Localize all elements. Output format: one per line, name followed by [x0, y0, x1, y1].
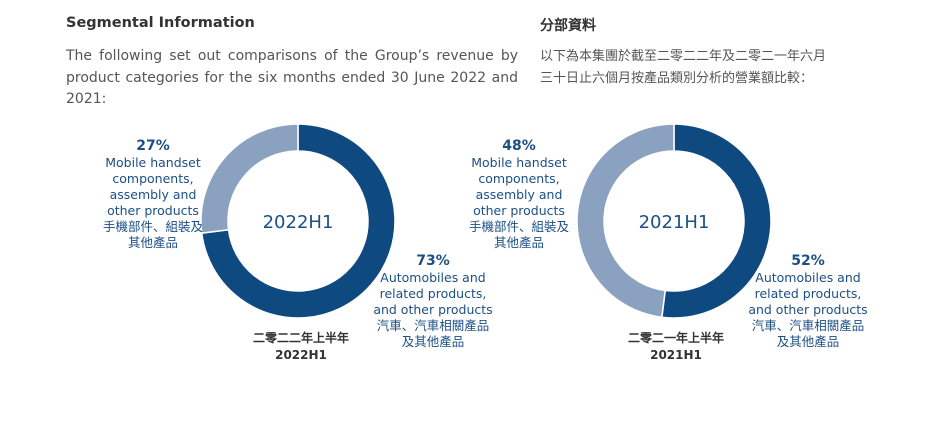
- period-zh: 二零二二年上半年: [252, 331, 349, 345]
- label-line: Automobiles and: [755, 270, 861, 285]
- label-line: components,: [478, 171, 560, 186]
- label-line: 其他產品: [493, 235, 544, 250]
- section-heading-en: Segmental Information: [66, 15, 255, 31]
- label-line: other products: [473, 203, 565, 218]
- donut-chart-2022h1: 2022H1: [200, 123, 396, 319]
- period-en: 2022H1: [275, 347, 327, 362]
- period-label-2022h1: 二零二二年上半年 2022H1: [236, 330, 366, 363]
- donut-center-title: 2022H1: [263, 212, 334, 233]
- donut-chart-2021h1: 2021H1: [576, 123, 772, 319]
- period-label-2021h1: 二零二一年上半年 2021H1: [611, 330, 741, 363]
- donut-slice-mobile-handset: [200, 123, 299, 234]
- label-line: 手機部件、組裝及: [102, 219, 203, 234]
- label-line: assembly and: [109, 187, 197, 202]
- label-line: other products: [107, 203, 199, 218]
- label-line: assembly and: [475, 187, 563, 202]
- label-auto-2021h1: 52% Automobiles and related products, an…: [741, 252, 875, 350]
- label-line: related products,: [754, 286, 862, 301]
- pct-auto-2022h1: 73%: [416, 253, 450, 269]
- label-line: components,: [112, 171, 194, 186]
- label-line: 手機部件、組裝及: [468, 219, 569, 234]
- label-line: related products,: [379, 286, 487, 301]
- intro-line-zh: 以下為本集團於截至二零二二年及二零二一年六月: [540, 49, 827, 64]
- donut-center-title: 2021H1: [639, 212, 710, 233]
- intro-line-zh: 三十日止六個月按產品類別分析的營業額比較：: [540, 70, 814, 86]
- donut-slice-automobiles: [661, 123, 772, 319]
- label-mobile-2022h1: 27% Mobile handset components, assembly …: [86, 137, 220, 251]
- label-line: Mobile handset: [471, 155, 567, 170]
- intro-paragraph-en: The following set out comparisons of the…: [66, 48, 518, 107]
- intro-paragraph-zh: 以下為本集團於截至二零二二年及二零二一年六月 三十日止六個月按產品類別分析的營業…: [540, 46, 880, 89]
- label-line: 汽車、汽車相關產品: [751, 318, 865, 333]
- period-en: 2021H1: [650, 347, 702, 362]
- label-mobile-2021h1: 48% Mobile handset components, assembly …: [452, 137, 586, 251]
- label-auto-2022h1: 73% Automobiles and related products, an…: [366, 252, 500, 350]
- label-line: 及其他產品: [776, 334, 840, 349]
- pct-auto-2021h1: 52%: [791, 253, 825, 269]
- donut-slice-automobiles: [200, 123, 396, 319]
- label-line: Automobiles and: [380, 270, 486, 285]
- label-line: 其他產品: [127, 235, 178, 250]
- pct-mobile-2022h1: 27%: [136, 138, 170, 154]
- pct-mobile-2021h1: 48%: [502, 138, 536, 154]
- label-line: 及其他產品: [401, 334, 465, 349]
- label-line: Mobile handset: [105, 155, 201, 170]
- label-line: and other products: [373, 302, 493, 317]
- section-heading-zh: 分部資料: [540, 18, 596, 34]
- period-zh: 二零二一年上半年: [627, 331, 724, 345]
- donut-slice-mobile-handset: [576, 123, 675, 319]
- label-line: and other products: [748, 302, 868, 317]
- label-line: 汽車、汽車相關產品: [376, 318, 490, 333]
